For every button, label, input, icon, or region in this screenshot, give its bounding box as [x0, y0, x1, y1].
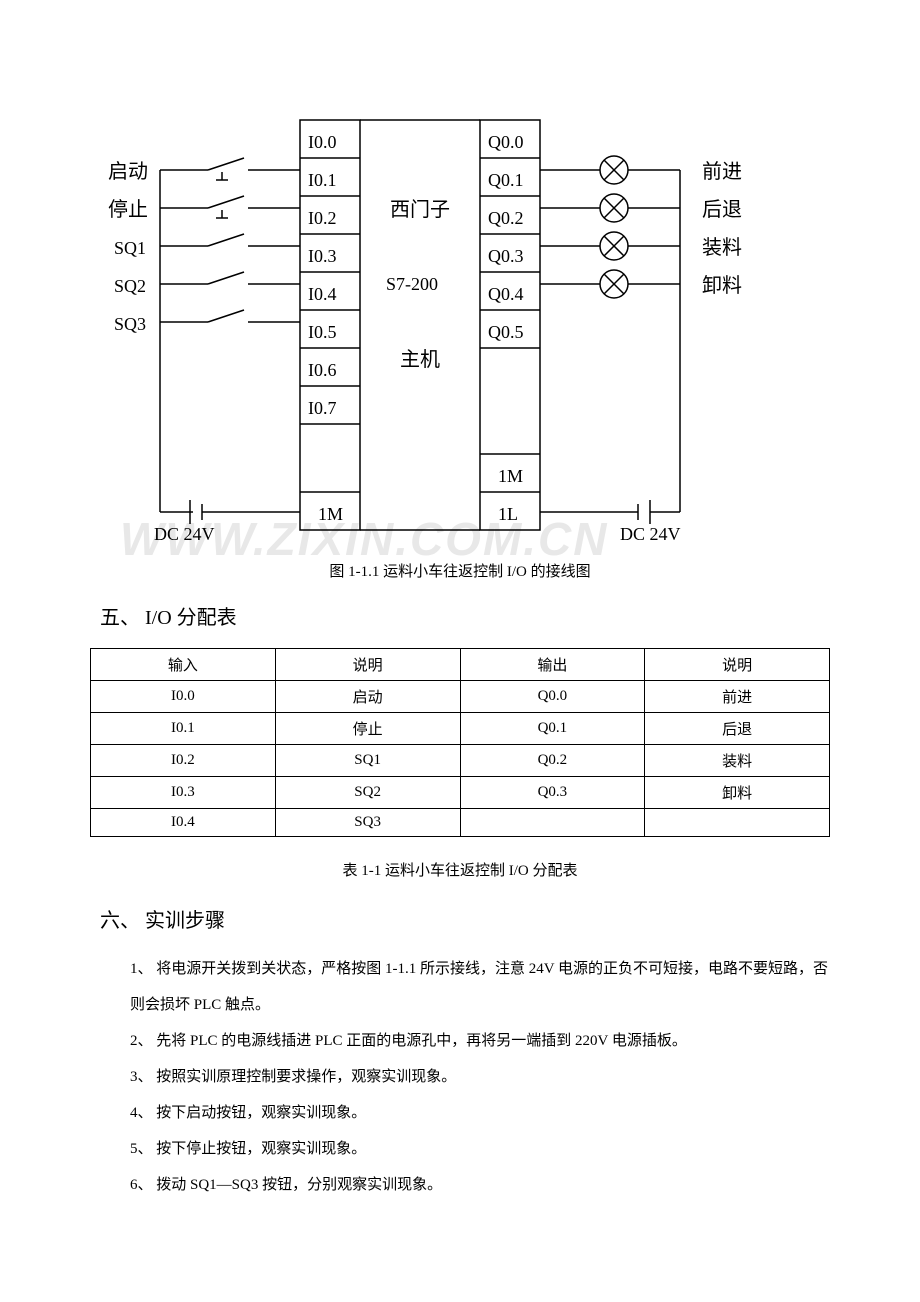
- steps-list: 1、 将电源开关拨到关状态，严格按图 1-1.1 所示接线，注意 24V 电源的…: [90, 951, 830, 1203]
- outport-2: Q0.2: [488, 208, 524, 228]
- col-output-desc: 说明: [645, 649, 830, 681]
- inport-5: I0.5: [308, 322, 337, 342]
- right-label-0: 前进: [702, 160, 742, 183]
- right-label-2: 装料: [702, 236, 742, 259]
- dc-right: DC 24V: [620, 524, 681, 544]
- inport-7: I0.7: [308, 398, 337, 418]
- in-1m: 1M: [318, 504, 343, 524]
- step-item: 6、 拨动 SQ1—SQ3 按钮，分别观察实训现象。: [130, 1167, 830, 1203]
- col-input: 输入: [91, 649, 276, 681]
- outport-1: Q0.1: [488, 170, 524, 190]
- table-row: I0.2SQ1Q0.2装料: [91, 745, 830, 777]
- step-item: 1、 将电源开关拨到关状态，严格按图 1-1.1 所示接线，注意 24V 电源的…: [130, 951, 830, 1023]
- left-label-2: SQ1: [114, 238, 146, 258]
- col-output: 输出: [460, 649, 645, 681]
- col-input-desc: 说明: [275, 649, 460, 681]
- heading-steps: 六、 实训步骤: [100, 904, 830, 933]
- right-label-3: 卸料: [702, 274, 742, 297]
- outport-3: Q0.3: [488, 246, 524, 266]
- io-table: 输入 说明 输出 说明 I0.0启动Q0.0前进 I0.1停止Q0.1后退 I0…: [90, 648, 830, 837]
- dc-left: DC 24V: [154, 524, 215, 544]
- outport-0: Q0.0: [488, 132, 524, 152]
- step-item: 4、 按下启动按钮，观察实训现象。: [130, 1095, 830, 1131]
- step-item: 2、 先将 PLC 的电源线插进 PLC 正面的电源孔中，再将另一端插到 220…: [130, 1023, 830, 1059]
- table-row: I0.0启动Q0.0前进: [91, 681, 830, 713]
- inport-0: I0.0: [308, 132, 337, 152]
- outport-5: Q0.5: [488, 322, 524, 342]
- inport-6: I0.6: [308, 360, 337, 380]
- out-1l: 1L: [498, 504, 518, 524]
- right-label-1: 后退: [702, 198, 742, 221]
- inport-1: I0.1: [308, 170, 337, 190]
- left-label-4: SQ3: [114, 314, 146, 334]
- left-label-1: 停止: [108, 198, 148, 221]
- table-row: I0.1停止Q0.1后退: [91, 713, 830, 745]
- out-1m: 1M: [498, 466, 523, 486]
- outport-4: Q0.4: [488, 284, 524, 304]
- heading-io-table: 五、 I/O 分配表: [100, 601, 830, 630]
- center-1: S7-200: [386, 274, 438, 294]
- wiring-diagram: 启动 停止 SQ1 SQ2 SQ3 前进 后退 装料 卸料 I0.0 I0.1 …: [90, 80, 830, 540]
- table-header-row: 输入 说明 输出 说明: [91, 649, 830, 681]
- left-label-3: SQ2: [114, 276, 146, 296]
- inport-2: I0.2: [308, 208, 337, 228]
- center-0: 西门子: [390, 198, 450, 221]
- left-label-0: 启动: [108, 160, 148, 183]
- table-caption: 表 1-1 运料小车往返控制 I/O 分配表: [90, 859, 830, 880]
- center-2: 主机: [400, 348, 440, 371]
- table-row: I0.4SQ3: [91, 809, 830, 837]
- table-row: I0.3SQ2Q0.3卸料: [91, 777, 830, 809]
- step-item: 5、 按下停止按钮，观察实训现象。: [130, 1131, 830, 1167]
- inport-3: I0.3: [308, 246, 337, 266]
- step-item: 3、 按照实训原理控制要求操作，观察实训现象。: [130, 1059, 830, 1095]
- inport-4: I0.4: [308, 284, 337, 304]
- diagram-caption: 图 1-1.1 运料小车往返控制 I/O 的接线图: [90, 560, 830, 581]
